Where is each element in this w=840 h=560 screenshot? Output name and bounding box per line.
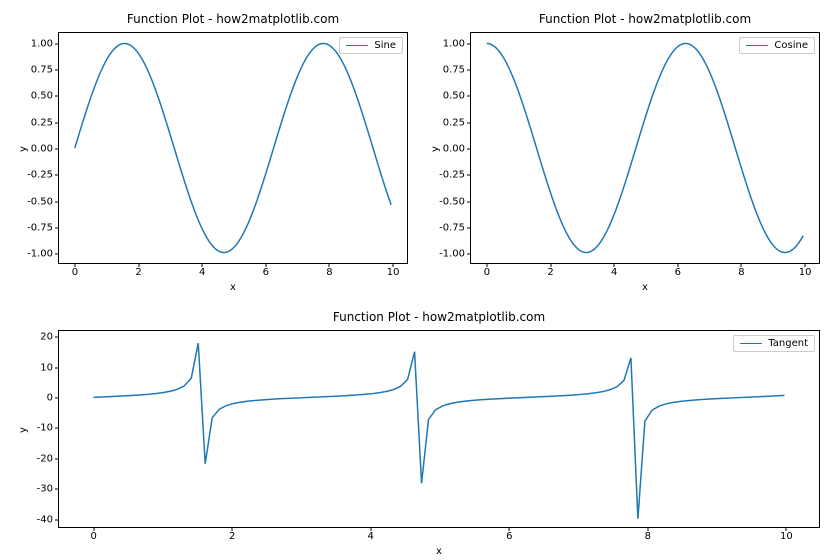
legend: Sine (339, 37, 403, 54)
x-tick-label: 4 (368, 527, 374, 542)
legend-swatch (746, 45, 768, 46)
x-tick-label: 4 (611, 263, 617, 278)
y-tick-label: 0.00 (31, 144, 59, 155)
legend: Tangent (733, 335, 815, 352)
y-tick-label: -40 (37, 514, 59, 525)
y-tick-label: 0.50 (443, 91, 471, 102)
legend-swatch (346, 45, 368, 46)
y-axis-label: y (18, 146, 29, 152)
y-tick-label: 0.00 (443, 144, 471, 155)
legend-label: Sine (374, 40, 396, 51)
axis-frame: 0246810-40-30-20-1001020Tangent (58, 330, 820, 528)
y-tick-label: 0.50 (31, 91, 59, 102)
x-axis-label: x (58, 546, 820, 557)
x-tick-label: 10 (780, 527, 793, 542)
legend: Cosine (739, 37, 815, 54)
y-tick-label: -0.50 (27, 196, 59, 207)
x-tick-label: 10 (799, 263, 812, 278)
x-tick-label: 8 (738, 263, 744, 278)
y-tick-label: 1.00 (443, 38, 471, 49)
x-tick-label: 8 (326, 263, 332, 278)
y-tick-label: 0 (47, 393, 59, 404)
plot-sine: 0246810-1.00-0.75-0.50-0.250.000.250.500… (58, 32, 408, 264)
plot-title: Function Plot - how2matplotlib.com (58, 310, 820, 324)
y-tick-label: -0.25 (27, 170, 59, 181)
y-tick-label: -1.00 (439, 249, 471, 260)
plot-title: Function Plot - how2matplotlib.com (470, 12, 820, 26)
plot-cosine: 0246810-1.00-0.75-0.50-0.250.000.250.500… (470, 32, 820, 264)
y-tick-label: -1.00 (27, 249, 59, 260)
y-tick-label: 1.00 (31, 38, 59, 49)
plot-tangent: 0246810-40-30-20-1001020TangentFunction … (58, 330, 820, 528)
x-tick-label: 6 (506, 527, 512, 542)
y-axis-label: y (18, 427, 29, 433)
x-tick-label: 2 (547, 263, 553, 278)
legend-swatch (740, 343, 762, 344)
x-tick-label: 8 (645, 527, 651, 542)
y-tick-label: 0.25 (31, 117, 59, 128)
y-tick-label: -20 (37, 453, 59, 464)
x-axis-label: x (470, 282, 820, 293)
axis-frame: 0246810-1.00-0.75-0.50-0.250.000.250.500… (58, 32, 408, 264)
y-tick-label: 20 (40, 332, 59, 343)
series-line (59, 33, 407, 263)
y-tick-label: 10 (40, 362, 59, 373)
legend-label: Tangent (768, 338, 808, 349)
x-tick-label: 0 (72, 263, 78, 278)
x-tick-label: 6 (675, 263, 681, 278)
y-tick-label: -0.75 (27, 223, 59, 234)
y-axis-label: y (430, 146, 441, 152)
y-tick-label: -0.25 (439, 170, 471, 181)
x-tick-label: 2 (135, 263, 141, 278)
x-tick-label: 4 (199, 263, 205, 278)
axis-frame: 0246810-1.00-0.75-0.50-0.250.000.250.500… (470, 32, 820, 264)
x-tick-label: 0 (484, 263, 490, 278)
y-tick-label: 0.75 (31, 64, 59, 75)
x-axis-label: x (58, 282, 408, 293)
y-tick-label: 0.75 (443, 64, 471, 75)
series-line (59, 331, 819, 527)
legend-label: Cosine (774, 40, 808, 51)
series-line (471, 33, 819, 263)
x-tick-label: 2 (229, 527, 235, 542)
y-tick-label: -0.50 (439, 196, 471, 207)
y-tick-label: -30 (37, 484, 59, 495)
x-tick-label: 0 (90, 527, 96, 542)
plot-title: Function Plot - how2matplotlib.com (58, 12, 408, 26)
x-tick-label: 6 (263, 263, 269, 278)
y-tick-label: -10 (37, 423, 59, 434)
y-tick-label: 0.25 (443, 117, 471, 128)
x-tick-label: 10 (387, 263, 400, 278)
y-tick-label: -0.75 (439, 223, 471, 234)
